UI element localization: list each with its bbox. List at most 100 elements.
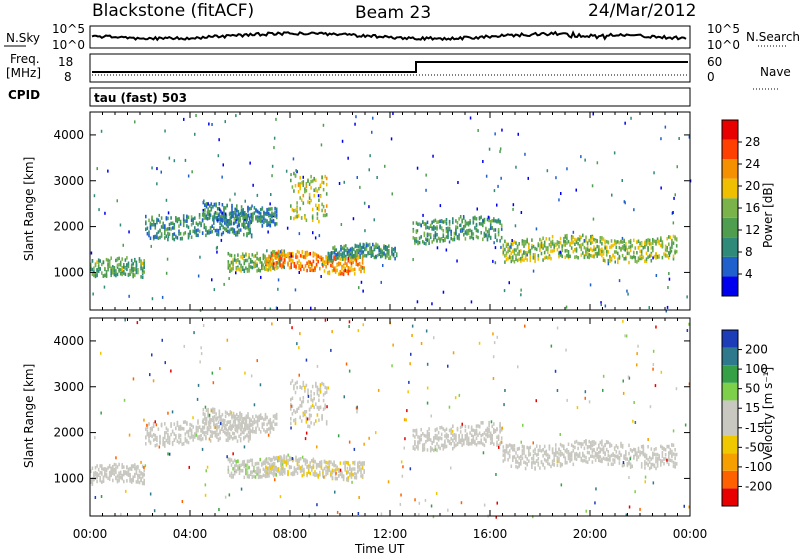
vel-cell [505, 447, 508, 451]
power-cell [221, 212, 224, 216]
freq-line [92, 61, 688, 73]
vel-noise-cell [409, 467, 412, 471]
vel-cell [477, 440, 479, 445]
vel-cell [245, 418, 248, 422]
power-cell [310, 174, 312, 179]
vel-noise-cell [307, 394, 310, 398]
power-cell [330, 253, 333, 258]
power-cell [388, 249, 390, 253]
vel-cell [669, 451, 672, 455]
power-cell [350, 257, 353, 262]
vel-cell [107, 476, 109, 480]
vel-cell [567, 442, 570, 446]
vel-noise-cell [602, 374, 605, 378]
power-cell [523, 258, 525, 262]
vel-cell [648, 460, 651, 464]
vel-noise-cell [348, 440, 351, 444]
vel-cell [154, 433, 157, 438]
velocity-colorbar-swatch [722, 400, 738, 418]
power-noise-cell [462, 229, 464, 233]
power-cell [418, 236, 421, 240]
vel-cell [507, 444, 509, 448]
vel-cell [358, 460, 361, 465]
vel-cell [347, 478, 350, 483]
power-cell [504, 254, 506, 258]
vel-cell [181, 442, 183, 446]
vel-cell [179, 427, 182, 431]
vel-cell [328, 462, 331, 466]
power-cell [652, 246, 654, 250]
power-noise-cell [343, 180, 345, 184]
power-cell [91, 267, 94, 272]
vel-cell [138, 480, 141, 485]
power-cell [486, 230, 489, 234]
power-cell [149, 225, 152, 230]
power-noise-cell [279, 259, 281, 263]
vel-cell [256, 466, 258, 471]
vel-cell [448, 441, 451, 445]
vel-cell [246, 459, 249, 463]
vel-cell [152, 422, 155, 426]
power-cell [156, 232, 158, 236]
power-cell [305, 184, 308, 189]
power-noise-cell [368, 205, 370, 209]
vel-cell [671, 453, 673, 457]
vel-cell [618, 451, 621, 455]
power-cell [388, 244, 390, 248]
vel-cell [304, 458, 307, 462]
vel-noise-cell [550, 344, 553, 348]
vel-noise-cell [517, 365, 519, 369]
vel-cell [537, 448, 540, 453]
vel-cell [269, 426, 272, 430]
power-cell [450, 232, 452, 237]
power-cell [333, 268, 335, 272]
power-noise-cell [271, 164, 274, 168]
vel-cell [112, 478, 114, 483]
power-cell [266, 210, 268, 214]
power-cell [610, 245, 613, 249]
power-cell [532, 244, 535, 249]
vel-noise-cell [120, 512, 122, 516]
power-cell [483, 232, 486, 236]
power-cell [625, 245, 627, 249]
vel-cell [316, 413, 319, 417]
vel-cell [267, 461, 269, 465]
power-cell [307, 252, 310, 256]
vel-cell [561, 462, 563, 467]
vel-noise-cell [520, 440, 522, 444]
vel-cell [261, 423, 264, 428]
vel-cell [116, 465, 119, 469]
power-cell [418, 240, 421, 245]
power-cell [547, 250, 549, 254]
vel-cell [357, 463, 359, 467]
power-cell [500, 227, 503, 231]
power-cell [237, 267, 239, 271]
vel-cell [208, 427, 210, 432]
vel-cell [577, 454, 579, 458]
power-cell [242, 208, 244, 212]
vel-noise-cell [554, 369, 557, 373]
vel-cell [304, 389, 306, 393]
vel-cell [232, 467, 234, 471]
vel-noise-cell [356, 410, 358, 414]
vel-cell [152, 433, 155, 437]
vel-cell [285, 455, 288, 460]
vel-cell [671, 449, 673, 454]
vel-cell [231, 437, 234, 441]
power-cell [97, 265, 100, 269]
power-cell [273, 267, 276, 271]
power-colorbar-swatch [722, 198, 738, 218]
power-cell [105, 257, 108, 262]
power-cell [621, 240, 624, 244]
vel-cell [439, 446, 441, 451]
power-cell [293, 208, 295, 213]
vel-cell [582, 459, 584, 463]
vel-cell [152, 424, 155, 428]
power-cell [518, 257, 520, 262]
power-cell [341, 251, 344, 255]
vel-noise-cell [634, 421, 637, 424]
power-noise-cell [322, 123, 325, 127]
power-cell [447, 233, 449, 237]
power-cell [215, 216, 217, 220]
power-cell [256, 256, 258, 261]
